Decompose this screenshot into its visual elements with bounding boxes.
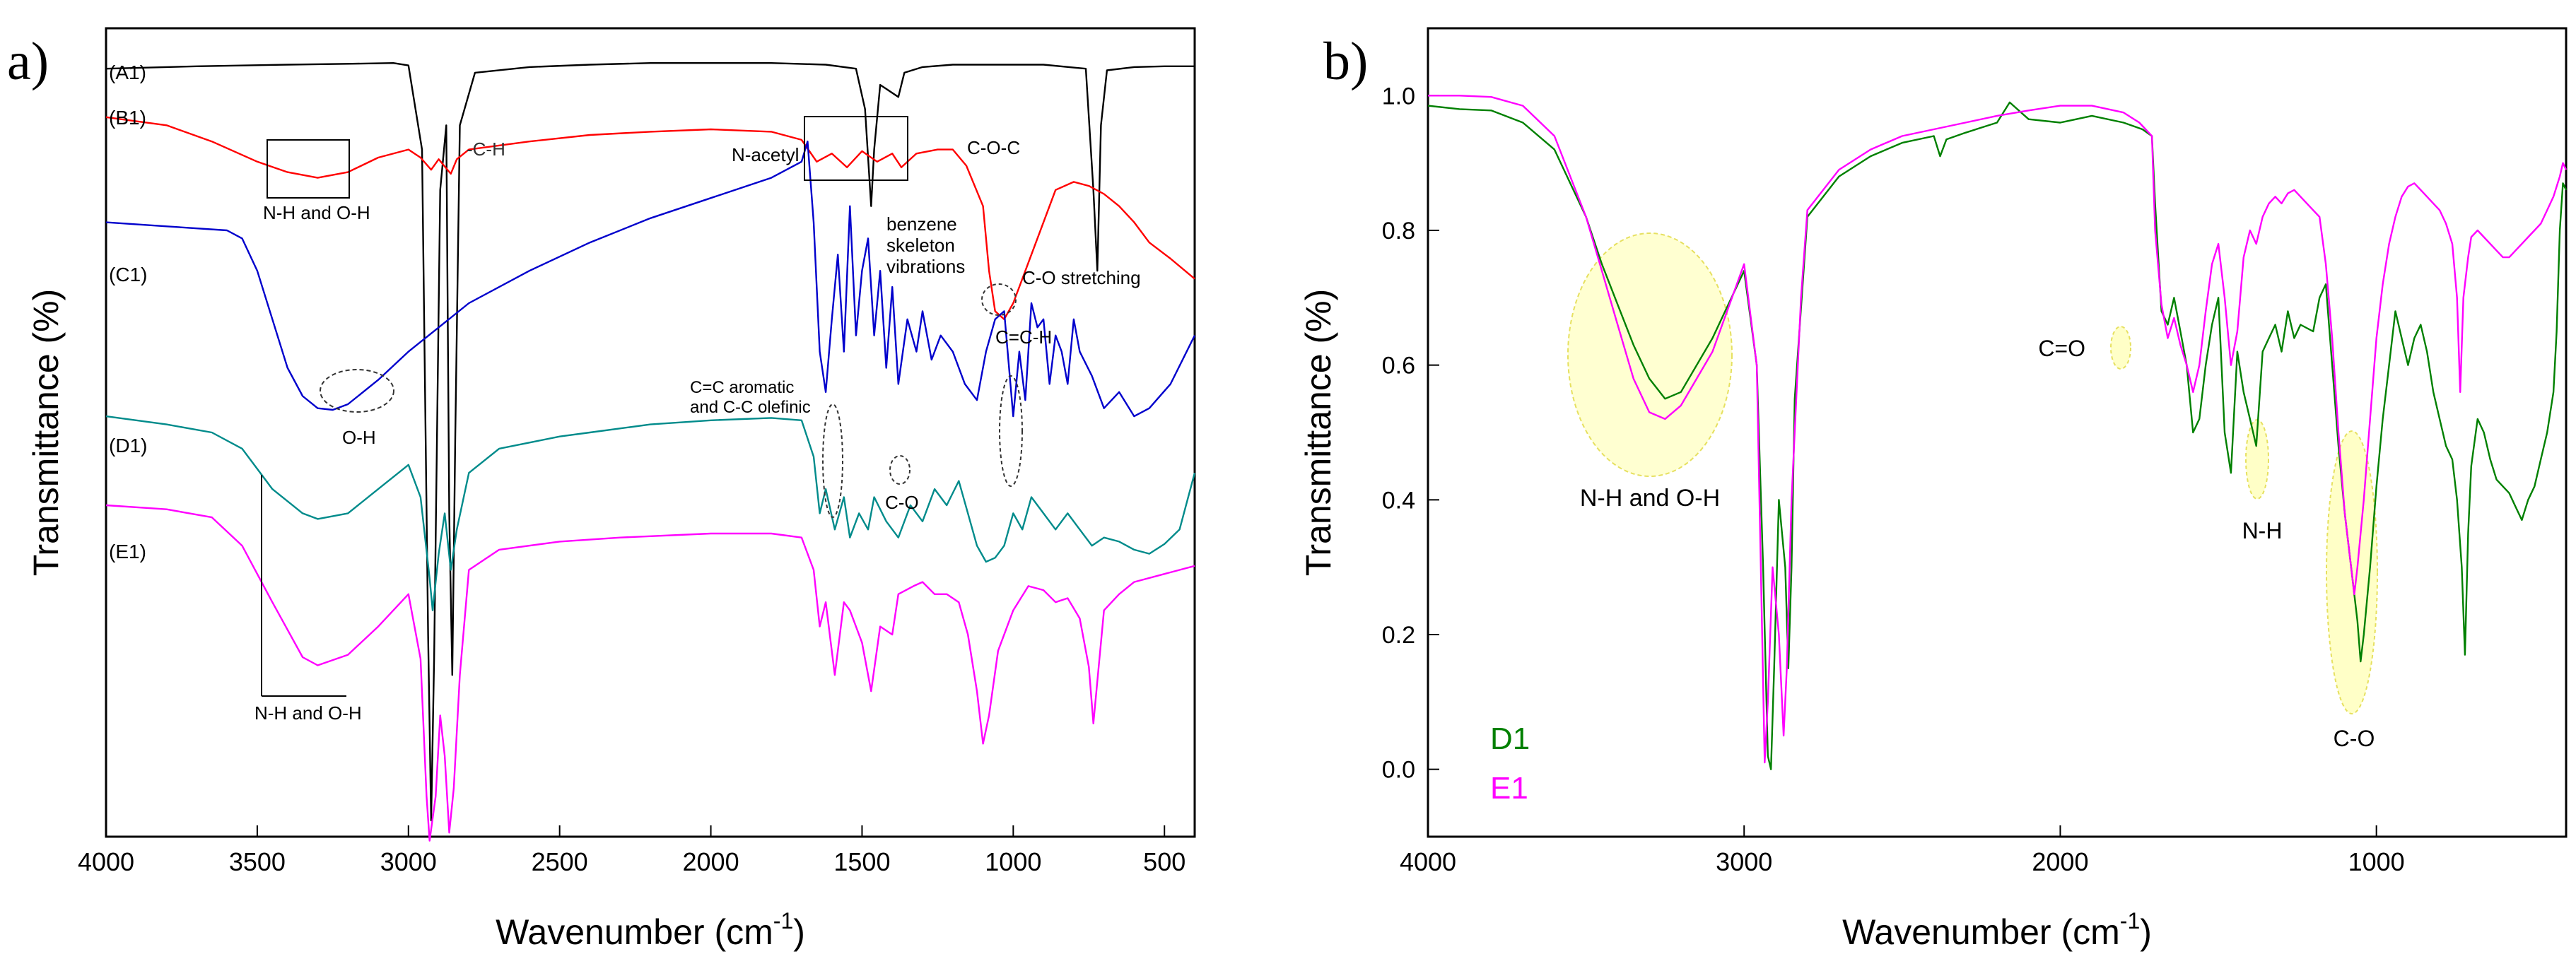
x-tick-label: 1500 xyxy=(833,847,890,876)
x-tick-label: 2500 xyxy=(532,847,588,876)
x-tick-label: 3500 xyxy=(229,847,286,876)
series-line-c1 xyxy=(105,141,1196,418)
panel-a-y-axis-label: Transmittance (%) xyxy=(26,289,66,577)
panel-b-x-axis-label: Wavenumber (cm-1) xyxy=(1842,908,2152,952)
annotation-coc: C-O-C xyxy=(967,137,1020,158)
y-tick-label: 0.6 xyxy=(1382,353,1415,379)
panel-a-label: a) xyxy=(7,32,49,91)
panel-b-plot-frame xyxy=(1427,27,2568,838)
y-tick-label: 0.4 xyxy=(1382,487,1415,514)
panel-b-highlights xyxy=(1567,232,2378,714)
series-line-d1 xyxy=(1427,101,2568,770)
nh-oh-box-b1 xyxy=(267,139,350,199)
co-stretching-circle xyxy=(981,283,1017,316)
y-tick-label: 0.2 xyxy=(1382,622,1415,649)
series-label-e1: (E1) xyxy=(109,541,146,562)
panel-b-ticks xyxy=(1427,95,2377,837)
panel-a-plot-frame xyxy=(105,27,1196,838)
x-tick-label: 1000 xyxy=(2348,847,2405,876)
series-label-a1: (A1) xyxy=(109,61,146,83)
annotation-cch: C=C-H xyxy=(995,326,1052,348)
y-tick-label: 0.8 xyxy=(1382,218,1415,245)
panel-a-x-tick-labels: 4000 3500 3000 2500 2000 1500 1000 500 xyxy=(78,847,1185,876)
series-label-b1: (B1) xyxy=(109,107,146,129)
annotation-cc-aromatic-line1: C=C aromatic xyxy=(690,378,794,397)
annotation-n-acetyl: N-acetyl xyxy=(732,144,799,165)
series-line-e1 xyxy=(1428,95,2568,764)
annotation-oh: O-H xyxy=(342,427,376,448)
panel-a-x-axis-label: Wavenumber (cm-1) xyxy=(496,908,805,952)
cc-aromatic-ellipse xyxy=(822,404,843,518)
series-label-c1: (C1) xyxy=(109,264,147,285)
annotation-b-nh-oh: N-H and O-H xyxy=(1580,485,1720,512)
panel-a: a) 4000 3500 3000 2500 2000 1500 1000 500 Trans… xyxy=(7,27,1196,952)
annotation-co-stretching: C-O stretching xyxy=(1022,267,1141,288)
annotation-benzene-line1: benzene xyxy=(886,213,957,235)
y-tick-label: 1.0 xyxy=(1382,83,1415,110)
panel-a-x-ticks xyxy=(105,825,1166,837)
panel-b-label: b) xyxy=(1323,32,1368,91)
x-tick-label: 3000 xyxy=(1716,847,1772,876)
series-label-d1: (D1) xyxy=(109,435,147,457)
x-tick-label: 3000 xyxy=(380,847,437,876)
oh-circle-c1 xyxy=(320,369,394,413)
panel-a-series xyxy=(105,62,1196,842)
nh-oh-highlight xyxy=(1567,232,1733,477)
annotation-nh-oh-top: N-H and O-H xyxy=(263,202,370,223)
panel-b: b) 4000 3000 2000 1000 0.0 0.2 0.4 0.6 0.8 1.0 Tr… xyxy=(1299,27,2568,952)
panel-b-series xyxy=(1427,95,2568,770)
annotation-b-co: C-O xyxy=(2334,726,2375,751)
series-line-e1 xyxy=(105,504,1195,842)
series-line-b1 xyxy=(105,116,1195,320)
annotation-b-nh: N-H xyxy=(2242,518,2283,543)
cch-ellipse xyxy=(999,375,1023,487)
panel-b-tick-labels: 4000 3000 2000 1000 0.0 0.2 0.4 0.6 0.8 1.0 xyxy=(1382,83,2405,876)
annotation-benzene-line3: vibrations xyxy=(886,256,965,277)
x-tick-label: 4000 xyxy=(78,847,134,876)
annotation-cc-aromatic-line2: and C-C olefinic xyxy=(690,398,811,417)
x-tick-label: 1000 xyxy=(985,847,1041,876)
legend-e1: E1 xyxy=(1490,771,1528,806)
panel-a-annotation-marks xyxy=(261,116,1023,697)
annotation-ch: -C-H xyxy=(467,139,505,160)
co-circle-c1 xyxy=(889,455,911,485)
annotation-benzene-line2: skeleton xyxy=(886,235,955,256)
x-tick-label: 500 xyxy=(1143,847,1185,876)
series-line-d1 xyxy=(105,415,1196,611)
co-double-highlight xyxy=(2110,326,2131,370)
annotation-b-co-double: C=O xyxy=(2038,336,2085,361)
panel-b-y-axis-label: Transmittance (%) xyxy=(1299,289,1338,577)
series-line-a1 xyxy=(105,62,1195,822)
y-tick-label: 0.0 xyxy=(1382,757,1415,784)
x-tick-label: 4000 xyxy=(1400,847,1456,876)
legend-d1: D1 xyxy=(1490,721,1530,756)
annotation-co: C-O xyxy=(885,492,919,513)
x-tick-label: 2000 xyxy=(683,847,739,876)
annotation-nh-oh-bottom: N-H and O-H xyxy=(254,702,362,724)
x-tick-label: 2000 xyxy=(2032,847,2088,876)
n-acetyl-box xyxy=(804,116,908,181)
